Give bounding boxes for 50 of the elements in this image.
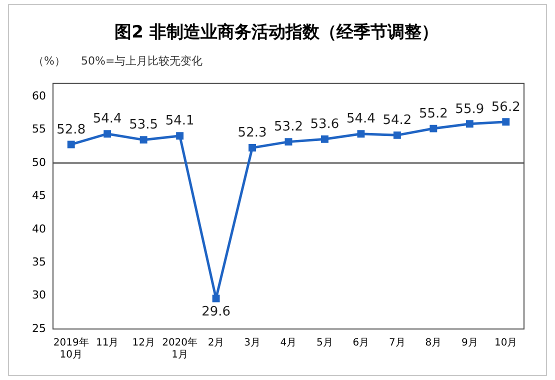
x-tick-label: 8月 xyxy=(425,338,442,349)
y-tick-label: 35 xyxy=(32,255,46,268)
y-tick-label: 40 xyxy=(32,222,46,236)
data-label: 52.3 xyxy=(238,126,267,141)
point xyxy=(67,140,75,148)
x-tick-label: 12月 xyxy=(132,338,155,349)
point xyxy=(357,130,365,138)
y-tick-label: 45 xyxy=(32,189,46,202)
x-tick-label: 4月 xyxy=(280,338,297,349)
x-tick-label: 10月 xyxy=(494,338,518,349)
y-axis-title: （%） xyxy=(33,54,66,68)
data-label: 54.1 xyxy=(165,114,194,129)
x-tick-label: 5月 xyxy=(316,338,333,349)
chart-title: 图2 非制造业商务活动指数（经季节调整） xyxy=(114,22,438,43)
x-tick-label: 6月 xyxy=(352,338,370,349)
point xyxy=(284,138,292,146)
point xyxy=(176,132,184,140)
x-tick-label: 2019年 10月 xyxy=(53,336,89,361)
x-tick-label: 2月 xyxy=(208,338,224,349)
data-label: 52.8 xyxy=(56,122,86,138)
data-label: 29.6 xyxy=(202,304,231,320)
point xyxy=(212,294,220,302)
y-tick-label: 50 xyxy=(32,156,46,169)
y-tick-label: 55 xyxy=(32,122,46,136)
y-tick-label: 30 xyxy=(32,288,46,302)
data-label: 54.2 xyxy=(382,113,412,128)
x-tick-label: 11月 xyxy=(96,338,119,349)
point xyxy=(502,118,510,126)
data-label: 54.4 xyxy=(92,112,122,127)
data-label: 55.9 xyxy=(455,102,484,117)
point xyxy=(430,124,438,132)
text: 50%=与上月比较无变化 xyxy=(81,54,203,68)
point xyxy=(104,130,112,138)
point xyxy=(248,144,256,152)
x-tick-label: 7月 xyxy=(389,338,406,349)
y-tick-label: 60 xyxy=(32,90,46,103)
data-label: 54.4 xyxy=(346,112,376,127)
point xyxy=(393,131,401,139)
point xyxy=(140,136,148,144)
data-label: 53.5 xyxy=(129,118,158,133)
x-tick-label: 9月 xyxy=(461,338,478,349)
x-tick-label: 2020年 1月 xyxy=(162,336,198,361)
data-label: 55.2 xyxy=(418,106,448,122)
point xyxy=(321,135,328,143)
data-label: 56.2 xyxy=(491,100,520,115)
y-tick-label: 25 xyxy=(32,322,46,335)
x-tick-label: 3月 xyxy=(244,338,260,349)
data-label: 53.2 xyxy=(274,120,303,135)
data-label: 53.6 xyxy=(310,117,340,132)
point xyxy=(466,120,474,128)
